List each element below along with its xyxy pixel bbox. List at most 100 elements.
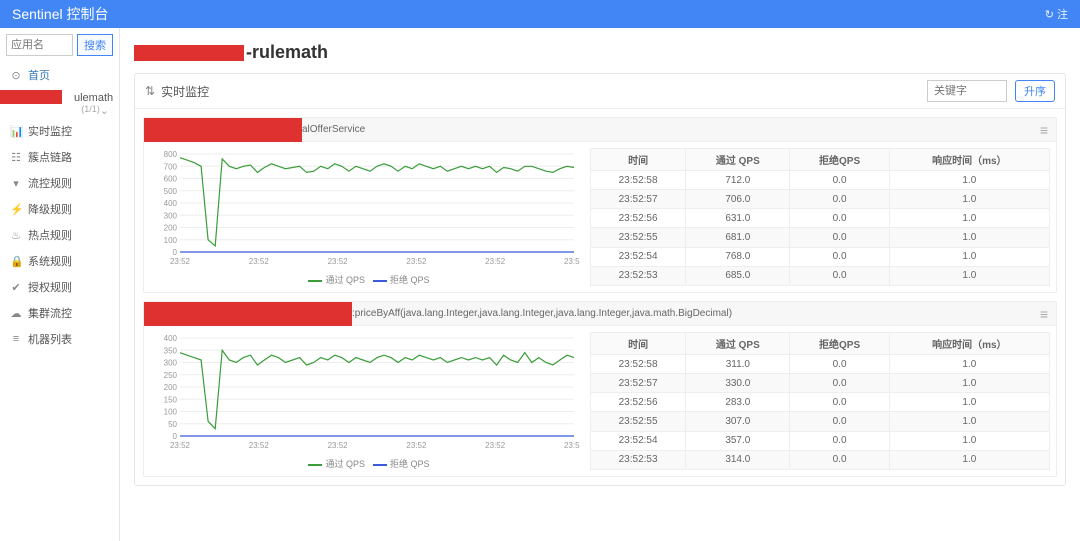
sidebar-item-4[interactable]: ♨热点规则 xyxy=(0,222,119,248)
sidebar-item-3[interactable]: ⚡降级规则 xyxy=(0,196,119,222)
app-name-row[interactable]: ulemath ⌄ (1/1) xyxy=(0,88,119,118)
nav-icon: ✔ xyxy=(10,281,22,294)
header-title: Sentinel 控制台 xyxy=(12,4,108,24)
card-menu-icon[interactable]: ≡ xyxy=(1040,122,1048,138)
nav-home-label: 首页 xyxy=(28,67,50,83)
svg-text:600: 600 xyxy=(164,175,178,184)
svg-text:500: 500 xyxy=(164,187,178,196)
monitor-panel: ⇅ 实时监控 升序 alOfferService≡010020030040050… xyxy=(134,73,1066,486)
table-cell: 0.0 xyxy=(790,247,889,266)
svg-text:23:52: 23:52 xyxy=(485,441,506,450)
svg-text:250: 250 xyxy=(164,371,178,380)
table-cell: 23:52:56 xyxy=(591,209,686,228)
title-redacted xyxy=(134,45,244,61)
nav-icon: ▾ xyxy=(10,177,22,190)
table-row: 23:52:55681.00.01.0 xyxy=(591,228,1050,247)
nav-label: 机器列表 xyxy=(28,331,72,347)
svg-text:23:52: 23:52 xyxy=(170,441,191,450)
table-cell: 0.0 xyxy=(790,431,889,450)
card-menu-icon[interactable]: ≡ xyxy=(1040,306,1048,322)
table-row: 23:52:55307.00.01.0 xyxy=(591,412,1050,431)
svg-text:150: 150 xyxy=(164,395,178,404)
app-machine-count: (1/1) xyxy=(10,104,109,114)
svg-text:23:52: 23:52 xyxy=(328,257,349,266)
chart-legend: 通过 QPS拒绝 QPS xyxy=(150,273,580,286)
table-cell: 330.0 xyxy=(686,374,790,393)
resource-card: :priceByAff(java.lang.Integer,java.lang.… xyxy=(143,301,1057,477)
table-row: 23:52:53314.00.01.0 xyxy=(591,450,1050,469)
table-row: 23:52:58712.00.01.0 xyxy=(591,171,1050,190)
table-cell: 1.0 xyxy=(889,393,1049,412)
table-cell: 23:52:53 xyxy=(591,266,686,285)
table-cell: 712.0 xyxy=(686,171,790,190)
qps-chart: 05010015020025030035040023:5223:5223:522… xyxy=(150,332,580,470)
table-cell: 1.0 xyxy=(889,171,1049,190)
table-row: 23:52:54357.00.01.0 xyxy=(591,431,1050,450)
table-cell: 0.0 xyxy=(790,228,889,247)
table-header: 响应时间（ms） xyxy=(889,149,1049,171)
sort-button[interactable]: 升序 xyxy=(1015,80,1055,102)
sidebar-item-2[interactable]: ▾流控规则 xyxy=(0,170,119,196)
table-cell: 0.0 xyxy=(790,393,889,412)
nav-label: 簇点链路 xyxy=(28,149,72,165)
table-cell: 23:52:55 xyxy=(591,228,686,247)
metrics-table: 时间通过 QPS拒绝QPS响应时间（ms）23:52:58311.00.01.0… xyxy=(590,332,1050,470)
table-cell: 357.0 xyxy=(686,431,790,450)
table-cell: 0.0 xyxy=(790,209,889,228)
panel-title: 实时监控 xyxy=(161,83,209,100)
table-cell: 23:52:58 xyxy=(591,355,686,374)
table-cell: 283.0 xyxy=(686,393,790,412)
table-cell: 1.0 xyxy=(889,412,1049,431)
logout-link[interactable]: ↻ 注 xyxy=(1045,6,1068,22)
svg-text:23:52: 23:52 xyxy=(406,441,427,450)
sidebar: 搜索 ⊙ 首页 ulemath ⌄ (1/1) 📊实时监控 ☷ 簇点链路 ▾流控规则⚡… xyxy=(0,28,120,541)
table-cell: 1.0 xyxy=(889,431,1049,450)
main-content: -rulemath ⇅ 实时监控 升序 alOfferService≡01002… xyxy=(120,28,1080,541)
svg-text:23:52: 23:52 xyxy=(564,441,580,450)
svg-text:23:52: 23:52 xyxy=(170,257,191,266)
svg-text:0: 0 xyxy=(173,432,178,441)
nav-icon: ☁ xyxy=(10,307,22,320)
svg-text:23:52: 23:52 xyxy=(249,441,270,450)
svg-text:350: 350 xyxy=(164,346,178,355)
table-cell: 23:52:53 xyxy=(591,450,686,469)
table-cell: 23:52:58 xyxy=(591,171,686,190)
svg-text:700: 700 xyxy=(164,162,178,171)
table-row: 23:52:57706.00.01.0 xyxy=(591,190,1050,209)
table-cell: 1.0 xyxy=(889,266,1049,285)
sidebar-item-5[interactable]: 🔒系统规则 xyxy=(0,248,119,274)
table-header: 拒绝QPS xyxy=(790,333,889,355)
nav-icon: ☷ xyxy=(10,151,22,164)
table-cell: 1.0 xyxy=(889,209,1049,228)
sidebar-item-7[interactable]: ☁ 集群流控 xyxy=(0,300,119,326)
keyword-input[interactable] xyxy=(927,80,1007,102)
table-row: 23:52:53685.00.01.0 xyxy=(591,266,1050,285)
table-cell: 0.0 xyxy=(790,412,889,431)
nav-icon: ≡ xyxy=(10,333,22,345)
svg-text:23:52: 23:52 xyxy=(249,257,270,266)
table-cell: 1.0 xyxy=(889,190,1049,209)
sidebar-item-6[interactable]: ✔授权规则 xyxy=(0,274,119,300)
page-title-suffix: -rulemath xyxy=(246,42,328,63)
table-header: 通过 QPS xyxy=(686,149,790,171)
resource-name-redacted xyxy=(144,302,352,326)
search-button[interactable]: 搜索 xyxy=(77,34,113,56)
app-search-input[interactable] xyxy=(6,34,73,56)
table-cell: 307.0 xyxy=(686,412,790,431)
nav-label: 集群流控 xyxy=(28,305,72,321)
page-title: -rulemath xyxy=(134,42,1066,63)
svg-text:800: 800 xyxy=(164,150,178,159)
nav-label: 降级规则 xyxy=(28,201,72,217)
table-cell: 0.0 xyxy=(790,190,889,209)
resource-name-redacted xyxy=(144,118,302,142)
nav-home[interactable]: ⊙ 首页 xyxy=(0,62,119,88)
sidebar-item-8[interactable]: ≡ 机器列表 xyxy=(0,326,119,352)
sidebar-item-0[interactable]: 📊实时监控 xyxy=(0,118,119,144)
svg-text:300: 300 xyxy=(164,211,178,220)
app-header: Sentinel 控制台 ↻ 注 xyxy=(0,0,1080,28)
svg-text:23:52: 23:52 xyxy=(564,257,580,266)
table-cell: 23:52:57 xyxy=(591,190,686,209)
nav-icon: 📊 xyxy=(10,125,22,138)
sidebar-item-1[interactable]: ☷ 簇点链路 xyxy=(0,144,119,170)
table-cell: 706.0 xyxy=(686,190,790,209)
